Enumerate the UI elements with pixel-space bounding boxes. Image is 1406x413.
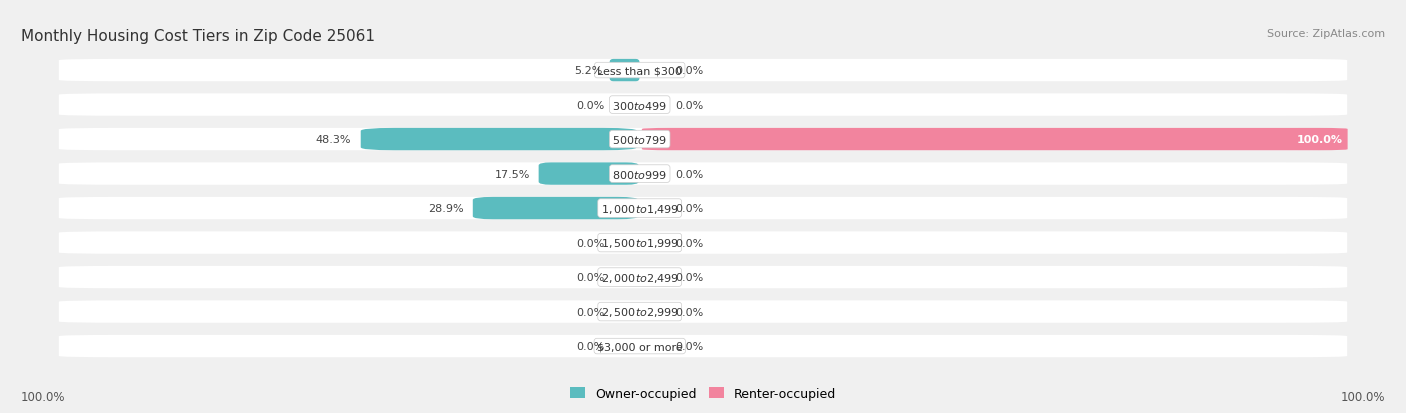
Text: 0.0%: 0.0% — [576, 238, 605, 248]
FancyBboxPatch shape — [610, 60, 640, 82]
Text: Source: ZipAtlas.com: Source: ZipAtlas.com — [1267, 29, 1385, 39]
Text: $2,000 to $2,499: $2,000 to $2,499 — [600, 271, 679, 284]
Text: 0.0%: 0.0% — [675, 169, 703, 179]
Legend: Owner-occupied, Renter-occupied: Owner-occupied, Renter-occupied — [565, 382, 841, 405]
Text: 0.0%: 0.0% — [576, 307, 605, 317]
Text: $1,000 to $1,499: $1,000 to $1,499 — [600, 202, 679, 215]
FancyBboxPatch shape — [59, 128, 1347, 151]
Text: 0.0%: 0.0% — [576, 341, 605, 351]
Text: 48.3%: 48.3% — [315, 135, 352, 145]
FancyBboxPatch shape — [59, 163, 1347, 185]
FancyBboxPatch shape — [59, 197, 1347, 220]
Text: 100.0%: 100.0% — [1296, 135, 1343, 145]
Text: 17.5%: 17.5% — [495, 169, 530, 179]
FancyBboxPatch shape — [59, 266, 1347, 289]
Text: 0.0%: 0.0% — [576, 100, 605, 110]
Text: 0.0%: 0.0% — [675, 238, 703, 248]
Text: $300 to $499: $300 to $499 — [612, 100, 668, 111]
FancyBboxPatch shape — [59, 60, 1347, 82]
FancyBboxPatch shape — [643, 128, 1347, 151]
Text: 0.0%: 0.0% — [675, 100, 703, 110]
FancyBboxPatch shape — [59, 301, 1347, 323]
Text: 0.0%: 0.0% — [675, 273, 703, 282]
FancyBboxPatch shape — [59, 232, 1347, 254]
FancyBboxPatch shape — [472, 197, 638, 220]
FancyBboxPatch shape — [59, 94, 1347, 116]
Text: 5.2%: 5.2% — [574, 66, 602, 76]
Text: 100.0%: 100.0% — [21, 390, 66, 403]
FancyBboxPatch shape — [59, 335, 1347, 357]
Text: Monthly Housing Cost Tiers in Zip Code 25061: Monthly Housing Cost Tiers in Zip Code 2… — [21, 29, 375, 44]
Text: 100.0%: 100.0% — [1340, 390, 1385, 403]
Text: $1,500 to $1,999: $1,500 to $1,999 — [600, 237, 679, 249]
Text: 28.9%: 28.9% — [429, 204, 464, 214]
Text: 0.0%: 0.0% — [675, 307, 703, 317]
FancyBboxPatch shape — [538, 163, 638, 185]
Text: Less than $300: Less than $300 — [598, 66, 682, 76]
Text: 0.0%: 0.0% — [675, 341, 703, 351]
Text: 0.0%: 0.0% — [576, 273, 605, 282]
Text: 0.0%: 0.0% — [675, 66, 703, 76]
Text: $2,500 to $2,999: $2,500 to $2,999 — [600, 305, 679, 318]
Text: $800 to $999: $800 to $999 — [612, 168, 668, 180]
Text: $3,000 or more: $3,000 or more — [598, 341, 682, 351]
Text: 0.0%: 0.0% — [675, 204, 703, 214]
FancyBboxPatch shape — [361, 128, 637, 151]
Text: $500 to $799: $500 to $799 — [612, 134, 668, 146]
